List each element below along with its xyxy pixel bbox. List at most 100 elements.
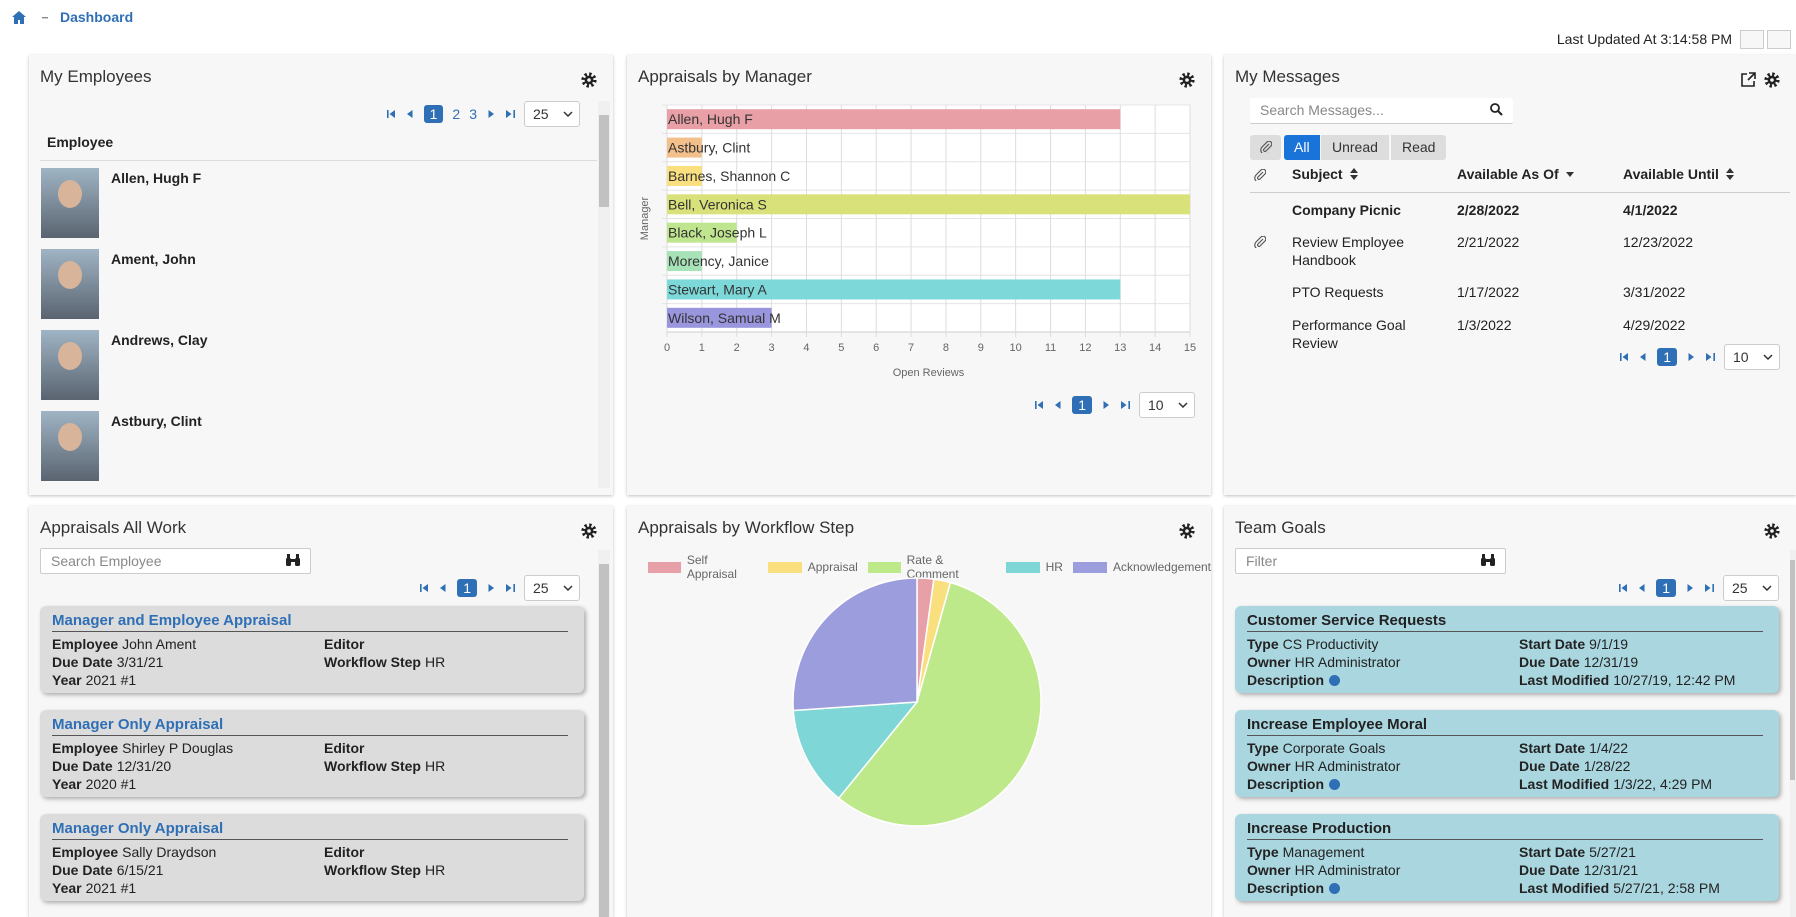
manager-chart-panel: Appraisals by Manager 0 1 2 3 4 5 6 7 8 9 10 11 12 13…	[627, 55, 1211, 495]
scroll-thumb[interactable]	[599, 564, 609, 917]
next-icon[interactable]	[1101, 400, 1111, 410]
filter-button[interactable]: Read	[1391, 135, 1447, 160]
prev-icon[interactable]	[1638, 352, 1648, 362]
caret-icon	[1763, 354, 1773, 360]
x-tick-label: 15	[1184, 342, 1196, 354]
filter-input[interactable]: Filter	[1235, 548, 1506, 574]
field-value: 1/28/22	[1583, 758, 1631, 774]
search-input[interactable]: Search Employee	[40, 548, 311, 574]
employee-name[interactable]: Allen, Hugh F	[111, 170, 202, 186]
next-icon[interactable]	[486, 583, 496, 593]
page-number[interactable]: 1	[1072, 396, 1092, 414]
save-button[interactable]	[1767, 30, 1791, 49]
scroll-thumb[interactable]	[599, 115, 609, 207]
avatar	[41, 249, 99, 319]
field-label: Type	[1247, 636, 1279, 652]
employee-name[interactable]: Andrews, Clay	[111, 332, 208, 348]
first-icon[interactable]	[1619, 352, 1629, 362]
scrollbar[interactable]	[1790, 550, 1796, 917]
prev-icon[interactable]	[438, 583, 448, 593]
prev-icon[interactable]	[1637, 583, 1647, 593]
message-subject[interactable]: Review Employee Handbook	[1292, 234, 1405, 268]
team-goals-panel: Team Goals Filter 1 25 Customer Service Re…	[1224, 506, 1796, 917]
first-icon[interactable]	[1618, 583, 1628, 593]
settings-icon[interactable]	[1179, 72, 1195, 88]
column-header[interactable]: Available Until	[1623, 166, 1719, 182]
card-field: Employee Shirley P Douglas	[52, 739, 324, 757]
first-icon[interactable]	[1034, 400, 1044, 410]
settings-icon[interactable]	[581, 72, 597, 88]
message-subject[interactable]: Performance Goal Review	[1292, 317, 1406, 351]
page-number[interactable]: 3	[469, 106, 477, 122]
next-icon[interactable]	[486, 109, 496, 119]
legend-item[interactable]: Appraisal	[767, 553, 858, 581]
last-icon[interactable]	[1705, 352, 1715, 362]
employee-name[interactable]: Astbury, Clint	[111, 413, 202, 429]
bar	[667, 251, 702, 272]
card-field: Editor	[324, 843, 572, 861]
last-icon[interactable]	[1120, 400, 1130, 410]
icon-shape	[1639, 584, 1645, 592]
page-number[interactable]: 1	[1656, 579, 1676, 597]
card-column: Employee Shirley P Douglas Due Date 12/31/2…	[52, 739, 324, 793]
next-icon[interactable]	[1686, 352, 1696, 362]
pager: 1 25	[419, 575, 580, 601]
card-title[interactable]: Manager Only Appraisal	[52, 820, 568, 840]
scrollbar[interactable]	[598, 101, 610, 488]
field-value: John Ament	[122, 636, 197, 652]
scroll-thumb[interactable]	[1790, 560, 1795, 780]
column-header[interactable]: Available As Of	[1457, 166, 1559, 182]
page-number[interactable]: 1	[457, 579, 477, 597]
pager: 1 10	[1619, 344, 1780, 370]
card-title[interactable]: Manager Only Appraisal	[52, 716, 568, 736]
page-size-select[interactable]: 10	[1724, 344, 1780, 370]
icon-shape	[1706, 353, 1715, 361]
legend-item[interactable]: Acknowledgement	[1072, 553, 1211, 581]
binoculars-icon[interactable]	[1481, 554, 1495, 567]
home-icon[interactable]	[12, 11, 26, 24]
binoculars-icon[interactable]	[286, 554, 300, 567]
first-icon[interactable]	[386, 109, 396, 119]
page-size-select[interactable]: 10	[1139, 392, 1195, 418]
icon-shape	[406, 110, 413, 118]
legend-item[interactable]: HR	[1005, 553, 1063, 581]
last-icon[interactable]	[505, 583, 515, 593]
filter-button[interactable]: All	[1284, 135, 1320, 160]
settings-icon[interactable]	[581, 523, 597, 539]
message-subject[interactable]: PTO Requests	[1292, 284, 1384, 300]
last-icon[interactable]	[505, 109, 515, 119]
prev-icon[interactable]	[1053, 400, 1063, 410]
settings-icon[interactable]	[1764, 523, 1780, 539]
help-icon[interactable]	[1329, 883, 1341, 894]
next-icon[interactable]	[1685, 583, 1695, 593]
page-number[interactable]: 1	[1657, 348, 1677, 366]
legend-item[interactable]: Self Appraisal	[648, 553, 758, 581]
message-subject[interactable]: Company Picnic	[1292, 202, 1401, 218]
refresh-button[interactable]	[1740, 30, 1764, 49]
column-header[interactable]: Subject	[1292, 166, 1343, 182]
prev-icon[interactable]	[405, 109, 415, 119]
first-icon[interactable]	[419, 583, 429, 593]
search-icon[interactable]	[1490, 103, 1503, 116]
page-number[interactable]: 2	[452, 106, 461, 122]
card-title[interactable]: Manager and Employee Appraisal	[52, 612, 568, 632]
filter-button[interactable]: Unread	[1321, 135, 1389, 160]
help-icon[interactable]	[1329, 675, 1341, 686]
search-input[interactable]: Search Messages...	[1250, 98, 1513, 124]
page-size-select[interactable]: 25	[524, 101, 580, 127]
legend-swatch	[767, 561, 802, 573]
popout-icon[interactable]	[1741, 72, 1756, 87]
icon-shape	[1055, 401, 1061, 409]
employee-name[interactable]: Ament, John	[111, 251, 196, 267]
help-icon[interactable]	[1329, 779, 1341, 790]
scrollbar[interactable]	[598, 550, 610, 917]
breadcrumb[interactable]: Dashboard	[60, 9, 134, 25]
card-fields: Type CS Productivity Owner HR Administrator…	[1247, 635, 1767, 689]
last-icon[interactable]	[1704, 583, 1714, 593]
legend-swatch	[1072, 561, 1107, 573]
settings-icon[interactable]	[1764, 72, 1780, 88]
page-number[interactable]: 1	[423, 105, 444, 123]
settings-icon[interactable]	[1179, 523, 1195, 539]
page-size-select[interactable]: 25	[524, 575, 580, 601]
page-size-select[interactable]: 25	[1723, 575, 1779, 601]
